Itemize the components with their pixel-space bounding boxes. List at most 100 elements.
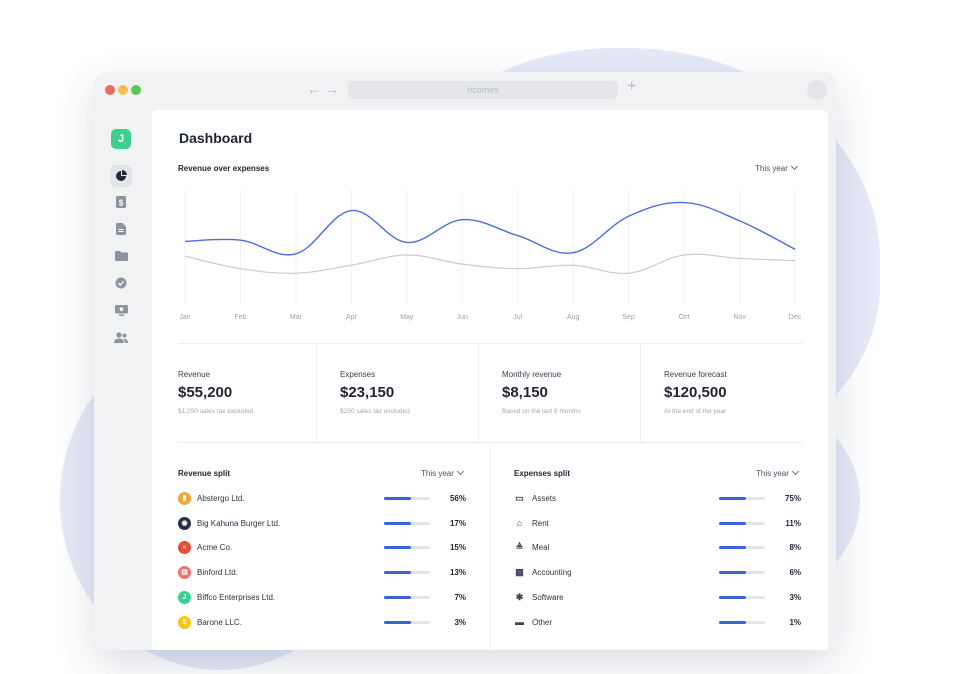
sidebar-item-invoices[interactable]: $ (110, 191, 132, 213)
address-bar[interactable]: ricomes (348, 81, 618, 99)
list-item-label: Binford Ltd. (197, 568, 238, 578)
archive-icon: ▬ (515, 616, 524, 627)
x-tick-label: Sep (622, 314, 635, 321)
sidebar-item-tasks[interactable] (110, 272, 132, 294)
svg-text:$: $ (119, 199, 124, 208)
close-window-button[interactable] (105, 85, 115, 95)
list-item[interactable]: ▮ Abstergo Ltd. 56% (152, 491, 490, 507)
list-item-percent: 11% (785, 518, 801, 528)
progress-bar (719, 546, 765, 550)
progress-bar-fill (384, 521, 411, 525)
browser-titlebar: ← → ricomes + (94, 72, 836, 108)
home-icon: ⌂ (516, 517, 523, 528)
progress-bar-fill (719, 521, 746, 525)
x-tick-label: May (400, 314, 414, 321)
progress-bar (384, 595, 430, 599)
minimize-window-button[interactable] (118, 85, 128, 95)
list-item[interactable]: ▬ Other 1% (491, 615, 829, 631)
stat-note: Based on the last 6 months (502, 408, 581, 415)
list-item[interactable]: ✱ Software 3% (491, 590, 829, 606)
progress-bar (384, 521, 430, 525)
expenses-series-line (184, 253, 796, 275)
expenses-split-title: Expenses split (514, 469, 571, 478)
stat-value: $120,500 (664, 384, 727, 401)
stat-card-revenue-forecast: Revenue forecast $120,500 At the end of … (640, 344, 802, 442)
list-item[interactable]: J Biffco Enterprises Ltd. 7% (152, 590, 490, 606)
list-item-percent: 3% (454, 617, 466, 627)
list-item[interactable]: ⌂ Rent 11% (491, 516, 829, 532)
monitor-icon: ▭ (515, 493, 524, 503)
stat-value: $8,150 (502, 384, 548, 401)
list-item-label: Biffco Enterprises Ltd. (197, 592, 276, 602)
sidebar-item-dashboard[interactable] (110, 165, 132, 187)
app-logo[interactable]: J (111, 129, 131, 149)
progress-bar-fill (384, 620, 411, 624)
chart-period-dropdown[interactable]: This year (755, 162, 798, 173)
x-tick-label: Dec (789, 314, 802, 321)
revenue-expenses-chart: Jan Feb Mar Apr May Jun Jul Aug Sep Oct Nov Dec (179, 190, 802, 321)
list-item[interactable]: ▦ Accounting 6% (491, 565, 829, 581)
x-tick-label: Oct (679, 314, 690, 321)
forward-arrow-icon[interactable]: → (325, 81, 339, 97)
users-icon (114, 331, 128, 343)
progress-bar-fill (719, 595, 746, 599)
list-item[interactable]: ▭ Assets 75% (491, 491, 829, 507)
acme-logo: « (178, 541, 191, 555)
dollar-document-icon: $ (116, 196, 126, 208)
list-item-label: Other (532, 617, 553, 627)
list-item-label: Barone LLC. (197, 617, 242, 627)
revenue-split-period-dropdown[interactable]: This year (421, 467, 464, 478)
list-item-label: Assets (532, 494, 557, 503)
profile-avatar[interactable] (807, 80, 827, 100)
list-item[interactable]: ≜ Meal 8% (491, 540, 829, 556)
new-tab-icon[interactable]: + (627, 78, 637, 95)
list-item-percent: 56% (449, 494, 466, 503)
progress-bar-fill (384, 571, 411, 575)
list-item[interactable]: ◉ Big Kahuna Burger Ltd. 17% (152, 516, 490, 532)
progress-bar (384, 497, 430, 500)
list-item-percent: 17% (449, 518, 466, 528)
list-item-percent: 8% (789, 543, 801, 553)
chevron-down-icon (456, 467, 464, 476)
stat-label: Revenue forecast (664, 370, 727, 379)
x-tick-label: Nov (733, 314, 746, 321)
binford-logo: ▤ (178, 566, 191, 580)
progress-bar (719, 521, 765, 525)
sidebar-item-team[interactable] (110, 326, 132, 348)
expenses-split-panel: Expenses split This year ▭ Assets 75% ⌂ Rent… (490, 445, 828, 650)
stat-label: Expenses (340, 370, 376, 379)
stat-note: $1,250 sales tax excluded (178, 408, 254, 415)
progress-bar (719, 595, 765, 599)
sidebar-item-documents[interactable] (110, 218, 132, 240)
progress-bar-fill (719, 620, 746, 624)
x-tick-label: Feb (234, 314, 246, 321)
x-tick-label: Jan (179, 314, 190, 321)
list-item-percent: 1% (789, 617, 801, 627)
list-item-percent: 75% (784, 494, 801, 503)
abstergo-logo: ▮ (178, 492, 191, 505)
back-arrow-icon[interactable]: ← (307, 81, 321, 97)
maximize-window-button[interactable] (131, 85, 141, 95)
calculator-icon: ▦ (515, 567, 524, 578)
expenses-split-period-dropdown[interactable]: This year (756, 467, 799, 478)
list-item-label: Software (532, 592, 564, 602)
x-tick-label: Apr (346, 314, 358, 321)
list-item[interactable]: $ Barone LLC. 3% (152, 615, 490, 631)
puzzle-icon: ✱ (515, 591, 524, 602)
list-item[interactable]: « Acme Co. 15% (152, 540, 490, 556)
list-item-percent: 6% (789, 568, 801, 578)
x-tick-label: Aug (567, 314, 580, 321)
progress-bar-fill (384, 595, 411, 599)
folder-icon (114, 251, 128, 261)
progress-bar (719, 620, 765, 624)
revenue-split-period-label: This year (421, 469, 454, 478)
progress-bar-fill (719, 497, 746, 500)
stat-card-revenue: Revenue $55,200 $1,250 sales tax exclude… (178, 344, 316, 442)
stat-value: $55,200 (178, 384, 233, 401)
chevron-down-icon (791, 467, 799, 476)
list-item[interactable]: ▤ Binford Ltd. 13% (152, 565, 490, 581)
stat-note: $250 sales tax excluded (340, 408, 410, 415)
stat-label: Monthly revenue (502, 370, 562, 379)
sidebar-item-files[interactable] (110, 245, 132, 267)
sidebar-item-reports[interactable] (110, 299, 132, 321)
